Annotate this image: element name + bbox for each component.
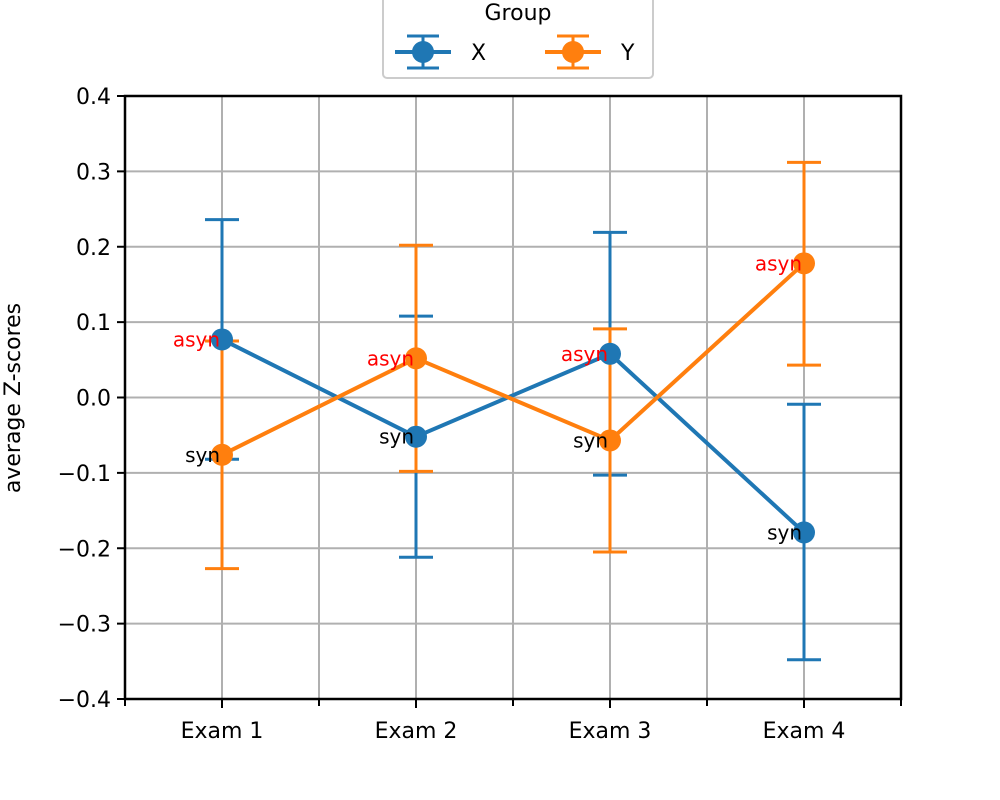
point-label: asyn bbox=[561, 342, 608, 366]
data-point-X bbox=[599, 342, 621, 365]
data-point-X bbox=[211, 328, 233, 351]
point-label: asyn bbox=[367, 346, 414, 370]
data-point-Y bbox=[211, 443, 233, 466]
y-tick-label: −0.1 bbox=[58, 462, 111, 487]
point-labels: asyn syn asyn syn syn asyn syn asyn bbox=[173, 251, 802, 544]
data-point-Y bbox=[599, 429, 621, 452]
x-tick-label: Exam 4 bbox=[763, 719, 846, 744]
legend-label-X: X bbox=[471, 41, 486, 66]
y-tick-label: −0.3 bbox=[58, 613, 111, 638]
legend-frame bbox=[382, 0, 654, 79]
data-point-Y bbox=[405, 347, 427, 370]
y-tick-label: 0.0 bbox=[76, 387, 111, 412]
y-axis-label: average Z-scores bbox=[1, 303, 26, 493]
x-tick-label: Exam 2 bbox=[375, 719, 458, 744]
series-line-Y bbox=[221, 261, 806, 457]
legend-title: Group bbox=[485, 1, 552, 26]
legend-label-Y: Y bbox=[620, 41, 635, 66]
point-label: asyn bbox=[755, 251, 802, 275]
x-tick-label: Exam 3 bbox=[569, 719, 652, 744]
point-label: syn bbox=[767, 520, 802, 544]
data-point-Y bbox=[793, 252, 815, 275]
x-tick-label: Exam 1 bbox=[181, 719, 264, 744]
point-label: syn bbox=[185, 443, 220, 467]
series-line-X bbox=[221, 337, 806, 534]
y-tick-label: 0.1 bbox=[76, 311, 111, 336]
series-lines bbox=[221, 261, 806, 534]
y-tick-label: 0.3 bbox=[76, 160, 111, 185]
y-tick-label: 0.2 bbox=[76, 236, 111, 261]
y-tick-label: −0.2 bbox=[58, 537, 111, 562]
axes: −0.4 −0.3 −0.2 −0.1 0.0 0.1 0.2 0.3 0.4 Exam 1 Exa… bbox=[58, 85, 902, 744]
legend-marker-X bbox=[412, 41, 434, 63]
data-point-X bbox=[405, 425, 427, 448]
legend-marker-Y bbox=[562, 41, 584, 63]
point-label: syn bbox=[379, 425, 414, 449]
point-label: syn bbox=[573, 428, 608, 452]
data-point-X bbox=[793, 521, 815, 544]
legend: Group X Y bbox=[382, 0, 654, 79]
data-points bbox=[211, 252, 815, 544]
y-tick-label: −0.4 bbox=[58, 688, 111, 713]
point-label: asyn bbox=[173, 327, 220, 351]
y-tick-label: 0.4 bbox=[76, 85, 111, 110]
